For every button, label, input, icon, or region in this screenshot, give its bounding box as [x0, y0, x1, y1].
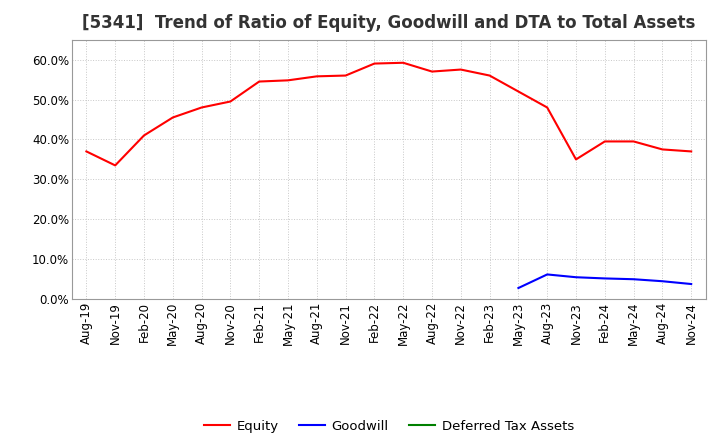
Goodwill — [687, 282, 696, 287]
Equity — [428, 69, 436, 74]
Equity — [543, 105, 552, 110]
Equity — [485, 73, 494, 78]
Equity — [658, 147, 667, 152]
Equity — [226, 99, 235, 104]
Equity — [255, 79, 264, 84]
Goodwill — [629, 277, 638, 282]
Equity — [140, 133, 148, 138]
Equity — [168, 115, 177, 120]
Goodwill — [543, 272, 552, 277]
Line: Equity: Equity — [86, 63, 691, 165]
Equity — [629, 139, 638, 144]
Goodwill — [514, 286, 523, 291]
Goodwill — [572, 275, 580, 280]
Equity — [456, 67, 465, 72]
Equity — [572, 157, 580, 162]
Goodwill — [658, 279, 667, 284]
Equity — [312, 74, 321, 79]
Equity — [370, 61, 379, 66]
Equity — [82, 149, 91, 154]
Equity — [197, 105, 206, 110]
Equity — [341, 73, 350, 78]
Equity — [111, 163, 120, 168]
Title: [5341]  Trend of Ratio of Equity, Goodwill and DTA to Total Assets: [5341] Trend of Ratio of Equity, Goodwil… — [82, 15, 696, 33]
Equity — [687, 149, 696, 154]
Equity — [600, 139, 609, 144]
Goodwill — [600, 276, 609, 281]
Line: Goodwill: Goodwill — [518, 275, 691, 288]
Equity — [399, 60, 408, 66]
Equity — [284, 78, 292, 83]
Legend: Equity, Goodwill, Deferred Tax Assets: Equity, Goodwill, Deferred Tax Assets — [199, 415, 579, 438]
